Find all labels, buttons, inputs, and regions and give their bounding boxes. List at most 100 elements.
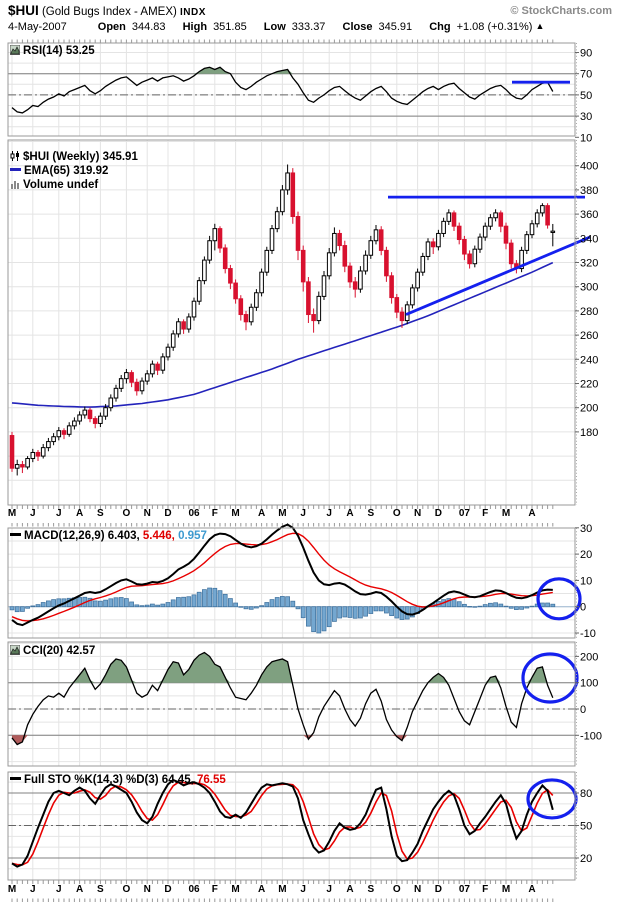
svg-text:320: 320 [580, 258, 598, 270]
month-label: 06 [188, 884, 200, 895]
month-label: N [143, 884, 151, 895]
month-label: M [7, 884, 17, 895]
svg-text:240: 240 [580, 354, 598, 366]
svg-text:10: 10 [580, 575, 592, 587]
rsi-legend-icon [9, 44, 21, 56]
month-label: A [257, 508, 266, 519]
volume-legend-text: Volume undef [23, 179, 99, 191]
svg-text:10: 10 [580, 132, 592, 144]
svg-text:220: 220 [580, 379, 598, 391]
month-label: J [30, 884, 36, 895]
macd-legend-text: MACD(12,26,9) 6.403, [24, 530, 140, 542]
svg-text:200: 200 [580, 651, 598, 663]
month-label: N [413, 508, 422, 519]
month-label: M [231, 508, 240, 519]
sto-legend-dash-icon [10, 777, 21, 781]
svg-text:30: 30 [580, 111, 592, 123]
svg-text:360: 360 [580, 209, 598, 221]
month-label: N [413, 884, 422, 895]
svg-text:380: 380 [580, 185, 598, 197]
ema-legend: EMA(65) 319.92 [10, 165, 108, 177]
close-value: 345.91 [378, 21, 413, 33]
month-label: S [367, 508, 375, 519]
month-label: S [97, 508, 104, 519]
svg-text:50: 50 [580, 820, 592, 832]
svg-text:400: 400 [580, 161, 598, 173]
cci-legend: CCI(20) 42.57 [9, 644, 96, 657]
svg-text:0: 0 [580, 704, 586, 716]
candlestick-legend-icon [10, 151, 20, 161]
volume-legend-icon [10, 179, 20, 189]
month-label: A [257, 884, 266, 895]
rsi-panel: 90 70 50 30 10 [7, 39, 592, 144]
svg-text:180: 180 [580, 427, 598, 439]
svg-text:280: 280 [580, 306, 598, 318]
cci-legend-text: CCI(20) 42.57 [23, 645, 96, 657]
month-label: F [482, 884, 489, 895]
svg-text:30: 30 [580, 523, 592, 535]
month-label: O [122, 884, 131, 895]
month-label: N [143, 508, 151, 519]
macd-legend: MACD(12,26,9) 6.403, 5.446, 0.957 [10, 530, 207, 542]
month-label: M [501, 508, 511, 519]
rsi-legend-text: RSI(14) 53.25 [23, 45, 95, 57]
ticker-symbol: $HUI [8, 3, 39, 18]
svg-text:260: 260 [580, 330, 598, 342]
x-axis-months-main: M J J A S O N D 06 F M A M J J A S O N D 07 F M A [0, 508, 620, 520]
chart-header-title: $HUI (Gold Bugs Index - AMEX) INDX [8, 3, 206, 18]
month-label: O [122, 508, 131, 519]
svg-text:90: 90 [580, 48, 592, 60]
svg-text:80: 80 [580, 788, 592, 800]
svg-text:-100: -100 [580, 730, 602, 742]
month-label: D [434, 508, 443, 519]
month-label: D [434, 884, 443, 895]
copyright-label: © StockCharts.com [510, 5, 612, 17]
month-label: 07 [458, 884, 470, 895]
svg-text:70: 70 [580, 69, 592, 81]
sto-legend-text: Full STO %K(14,3) %D(3) 64.45, [24, 774, 194, 786]
month-label: M [231, 884, 240, 895]
svg-text:340: 340 [580, 233, 598, 245]
month-label: A [346, 508, 354, 519]
ticker-exchange: INDX [180, 7, 206, 18]
ticker-name: (Gold Bugs Index - AMEX) [38, 6, 181, 18]
cci-legend-icon [9, 644, 21, 656]
open-value: 344.83 [131, 21, 166, 33]
open-label: Open [97, 21, 126, 33]
sto-panel: 80 50 20 [7, 771, 592, 902]
month-label: J [300, 508, 306, 519]
month-label: J [56, 884, 62, 895]
month-label: M [278, 884, 287, 895]
month-label: O [392, 508, 401, 519]
svg-text:20: 20 [580, 549, 592, 561]
month-label: A [75, 884, 84, 895]
svg-text:-10: -10 [580, 628, 596, 640]
svg-text:300: 300 [580, 282, 598, 294]
chg-label: Chg [429, 21, 451, 33]
volume-legend: Volume undef [10, 179, 98, 191]
svg-text:0: 0 [580, 602, 586, 614]
month-label: M [7, 508, 17, 519]
sto-legend: Full STO %K(14,3) %D(3) 64.45, 76.55 [10, 774, 226, 786]
month-label: A [528, 508, 536, 519]
month-label: J [30, 508, 36, 519]
price-legend-text: $HUI (Weekly) 345.91 [23, 151, 138, 163]
month-label: A [346, 884, 354, 895]
month-label: S [367, 884, 375, 895]
month-label: 06 [188, 508, 200, 519]
ema-legend-dash-icon [10, 168, 21, 172]
macd-panel: 30 20 10 0 -10 [7, 523, 596, 640]
month-label: 07 [458, 508, 470, 519]
price-legend: $HUI (Weekly) 345.91 [10, 151, 138, 163]
month-label: F [482, 508, 489, 519]
low-label: Low [263, 21, 286, 33]
low-value: 333.37 [291, 21, 326, 33]
month-label: J [300, 884, 306, 895]
month-label: A [528, 884, 536, 895]
x-axis-months-bottom: M J J A S O N D 06 F M A M J J A S O N D 07 F M A [0, 884, 620, 896]
svg-text:50: 50 [580, 90, 592, 102]
quote-row: 4-May-2007 Open 344.83 High 351.85 Low 333.… [8, 21, 544, 33]
price-panel: 400 380 360 340 320 300 280 260 240 220 200 180 [7, 139, 598, 527]
chg-value: +1.08 (+0.31%) [456, 21, 533, 33]
